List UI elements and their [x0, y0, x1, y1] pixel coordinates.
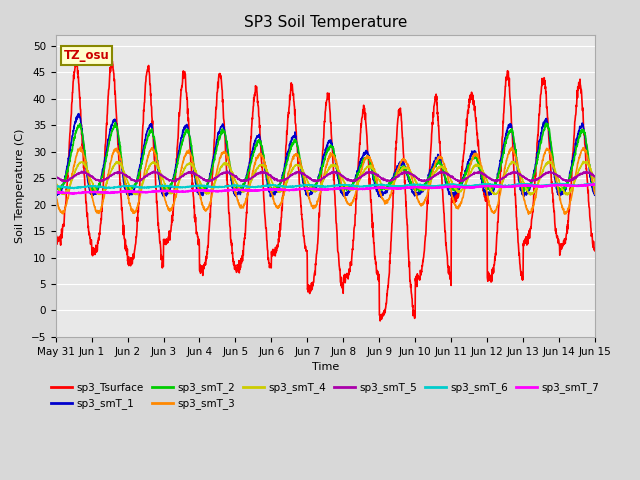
sp3_smT_2	[341, 187, 349, 192]
sp3_smT_6	[70, 186, 77, 192]
sp3_smT_6	[483, 181, 490, 187]
sp3_smT_7	[202, 188, 210, 193]
sp3_smT_2	[203, 184, 211, 190]
sp3_Tsurface	[202, 253, 210, 259]
sp3_smT_4	[202, 190, 210, 196]
sp3_Tsurface	[341, 271, 349, 277]
Line: sp3_smT_2: sp3_smT_2	[56, 122, 595, 192]
sp3_smT_2	[559, 187, 566, 192]
sp3_Tsurface	[591, 248, 599, 254]
sp3_smT_2	[544, 121, 552, 127]
sp3_smT_7	[544, 183, 552, 189]
sp3_smT_3	[353, 186, 360, 192]
sp3_smT_1	[202, 184, 210, 190]
sp3_smT_5	[341, 176, 349, 181]
sp3_smT_4	[564, 192, 572, 198]
sp3_smT_5	[202, 178, 210, 184]
sp3_smT_3	[525, 211, 532, 217]
sp3_smT_6	[591, 180, 599, 186]
sp3_smT_4	[341, 180, 349, 185]
sp3_smT_5	[559, 177, 566, 183]
sp3_smT_2	[111, 120, 119, 125]
Text: TZ_osu: TZ_osu	[64, 49, 109, 62]
sp3_smT_7	[559, 182, 566, 188]
sp3_smT_2	[353, 173, 361, 179]
sp3_smT_1	[559, 191, 566, 197]
sp3_smT_1	[591, 192, 599, 197]
sp3_smT_6	[353, 184, 360, 190]
sp3_smT_6	[588, 180, 596, 186]
sp3_smT_3	[591, 191, 599, 197]
sp3_smT_1	[544, 121, 552, 127]
sp3_smT_4	[543, 161, 551, 167]
sp3_smT_1	[449, 195, 457, 201]
sp3_smT_6	[341, 182, 349, 188]
sp3_smT_3	[544, 146, 552, 152]
sp3_smT_6	[544, 182, 552, 188]
sp3_smT_7	[341, 185, 349, 191]
sp3_smT_7	[483, 183, 490, 189]
sp3_smT_3	[341, 195, 349, 201]
sp3_smT_4	[482, 175, 490, 181]
sp3_smT_1	[483, 192, 490, 198]
sp3_Tsurface	[483, 198, 490, 204]
sp3_smT_3	[202, 206, 210, 212]
sp3_smT_5	[483, 174, 490, 180]
sp3_Tsurface	[353, 192, 360, 198]
Line: sp3_smT_6: sp3_smT_6	[56, 183, 595, 189]
X-axis label: Time: Time	[312, 362, 339, 372]
sp3_smT_4	[353, 182, 360, 188]
sp3_smT_6	[559, 181, 566, 187]
Line: sp3_smT_4: sp3_smT_4	[56, 161, 595, 195]
sp3_smT_4	[591, 179, 599, 184]
sp3_smT_1	[353, 172, 360, 178]
sp3_smT_5	[276, 179, 284, 185]
sp3_smT_5	[591, 174, 599, 180]
sp3_smT_4	[559, 187, 566, 192]
Line: sp3_Tsurface: sp3_Tsurface	[56, 58, 595, 321]
sp3_smT_1	[52, 192, 60, 198]
sp3_Tsurface	[52, 234, 60, 240]
sp3_smT_2	[52, 185, 60, 191]
sp3_smT_4	[52, 179, 60, 184]
sp3_Tsurface	[559, 241, 566, 247]
sp3_smT_7	[353, 186, 360, 192]
sp3_smT_7	[68, 191, 76, 196]
sp3_smT_3	[559, 206, 566, 212]
Line: sp3_smT_5: sp3_smT_5	[56, 171, 595, 182]
Line: sp3_smT_1: sp3_smT_1	[56, 114, 595, 198]
sp3_smT_2	[591, 184, 599, 190]
Line: sp3_smT_3: sp3_smT_3	[56, 147, 595, 214]
sp3_smT_7	[591, 181, 599, 187]
sp3_smT_6	[202, 183, 210, 189]
sp3_smT_2	[483, 184, 490, 190]
sp3_smT_3	[483, 185, 490, 191]
sp3_smT_3	[77, 144, 84, 150]
sp3_Tsurface	[73, 55, 81, 61]
sp3_smT_1	[74, 111, 82, 117]
sp3_smT_2	[89, 189, 97, 195]
sp3_smT_5	[52, 174, 60, 180]
sp3_smT_1	[341, 191, 349, 196]
sp3_Tsurface	[544, 115, 552, 121]
sp3_smT_4	[546, 158, 554, 164]
sp3_smT_5	[353, 176, 361, 182]
Legend: sp3_Tsurface, sp3_smT_1, sp3_smT_2, sp3_smT_3, sp3_smT_4, sp3_smT_5, sp3_smT_6, : sp3_Tsurface, sp3_smT_1, sp3_smT_2, sp3_…	[47, 378, 604, 414]
sp3_smT_7	[52, 190, 60, 196]
sp3_smT_6	[52, 184, 60, 190]
sp3_Tsurface	[376, 318, 384, 324]
Title: SP3 Soil Temperature: SP3 Soil Temperature	[244, 15, 407, 30]
sp3_smT_3	[52, 192, 60, 197]
Y-axis label: Soil Temperature (C): Soil Temperature (C)	[15, 129, 25, 243]
sp3_smT_5	[544, 170, 552, 176]
sp3_smT_5	[223, 168, 231, 174]
Line: sp3_smT_7: sp3_smT_7	[56, 184, 595, 193]
